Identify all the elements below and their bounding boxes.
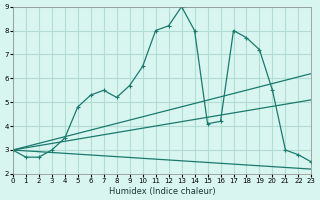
X-axis label: Humidex (Indice chaleur): Humidex (Indice chaleur)	[109, 187, 215, 196]
